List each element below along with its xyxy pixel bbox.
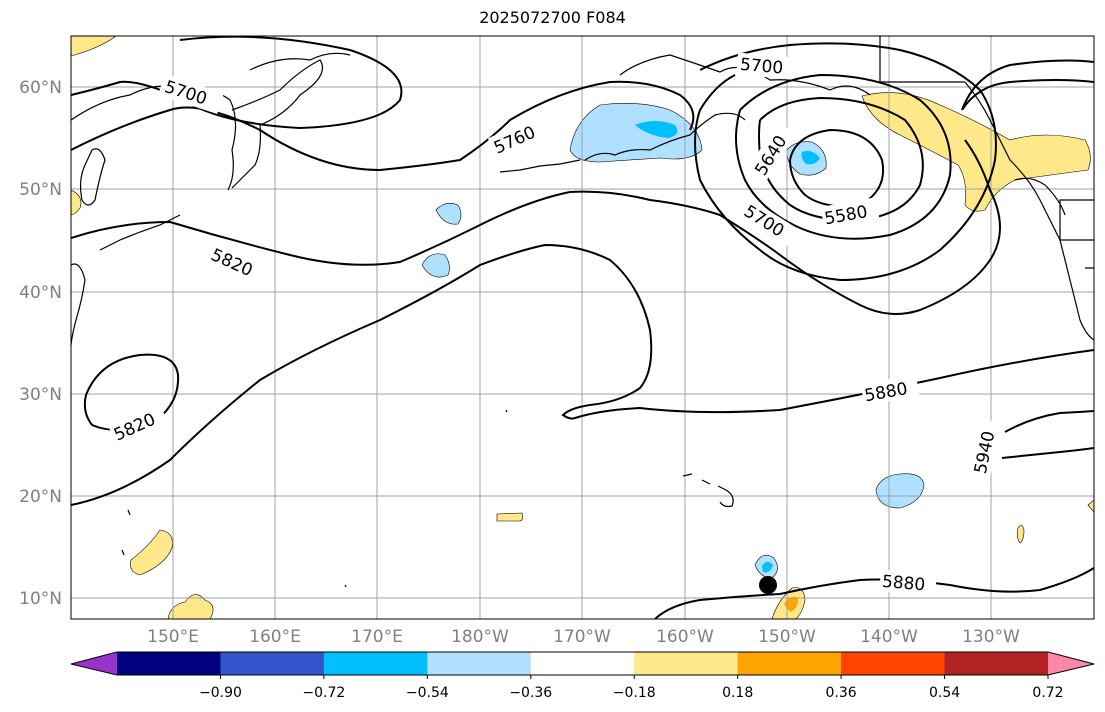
lon-label: 130°W xyxy=(962,627,1020,647)
coast-siberia xyxy=(71,52,351,191)
positive-region-left-islands xyxy=(130,529,173,576)
colorbar: −0.90 −0.72 −0.54 −0.36 −0.18 0.18 0.36 0.54 0.7… xyxy=(70,651,1095,701)
lat-label: 30°N xyxy=(19,385,62,405)
colorbar-tick-label: −0.90 xyxy=(199,685,242,701)
negative-anomaly-shading xyxy=(421,103,925,579)
contour-5760-gulf xyxy=(694,42,997,282)
coast-small-islands xyxy=(121,409,508,588)
lon-label: 160°W xyxy=(656,627,714,647)
lon-label: 150°E xyxy=(147,627,199,647)
colorbar-segment xyxy=(220,652,325,675)
storm-center-marker xyxy=(759,576,777,594)
positive-anomaly-shading xyxy=(71,36,1094,619)
height-contours xyxy=(71,36,1094,619)
contour-5700-ne-ring xyxy=(961,59,1094,111)
colorbar-ticks: −0.90 −0.72 −0.54 −0.36 −0.18 0.18 0.36 0.54 0.7… xyxy=(199,675,1064,701)
contour-5820-northern xyxy=(71,139,1001,315)
colorbar-segment xyxy=(737,652,842,675)
contour-label: 5700 xyxy=(739,55,784,79)
contour-5820-sw-closed xyxy=(83,353,180,431)
contour-label: 5700 xyxy=(162,77,209,109)
lon-label: 160°E xyxy=(249,627,301,647)
coast-aleutians xyxy=(499,159,581,173)
colorbar-extend-high xyxy=(1048,652,1094,675)
contour-label: 5880 xyxy=(881,572,926,596)
positive-region-orange-core xyxy=(784,596,799,612)
contour-5700-nw-ring xyxy=(71,36,403,130)
contour-5640-gulf xyxy=(758,96,924,222)
contour-5880-south xyxy=(654,567,1094,619)
colorbar-outline xyxy=(70,651,1095,676)
colorbar-tick-label: −0.36 xyxy=(509,685,552,701)
colorbar-segment xyxy=(530,652,635,675)
colorbar-tick-label: 0.72 xyxy=(1032,685,1063,701)
contour-5760-sw-branch xyxy=(71,80,695,172)
lat-label: 10°N xyxy=(19,589,62,609)
colorbar-segment xyxy=(427,652,532,675)
coast-hawaii xyxy=(682,473,734,508)
lat-label: 40°N xyxy=(19,283,62,303)
lon-label: 170°E xyxy=(351,627,403,647)
colorbar-segment xyxy=(117,652,221,675)
positive-region-bottom-left xyxy=(167,594,214,619)
contour-5880-loop xyxy=(71,243,1094,506)
positive-region-nw-corner xyxy=(71,36,117,57)
contour-label: 5940 xyxy=(971,429,1000,475)
colorbar-segments xyxy=(71,652,1094,675)
negative-core-bering xyxy=(635,121,678,138)
colorbar-segment xyxy=(944,652,1049,675)
coast-bc xyxy=(1014,177,1094,269)
colorbar-tick-label: −0.18 xyxy=(613,685,656,701)
colorbar-tick-label: −0.72 xyxy=(302,685,345,701)
positive-region-small-center xyxy=(496,512,523,522)
lat-label: 60°N xyxy=(19,78,62,98)
colorbar-segment xyxy=(841,652,946,675)
lon-label: 180°W xyxy=(451,627,509,647)
coast-kamchatka xyxy=(79,148,106,206)
contour-5940-east xyxy=(1001,410,1094,459)
map-area: 5700 5700 5760 5820 5640 5700 5580 5820 … xyxy=(71,36,1094,619)
colorbar-tick-label: 0.54 xyxy=(929,685,960,701)
coast-japan xyxy=(71,263,86,346)
colorbar-extend-low xyxy=(71,652,117,675)
negative-region-small-north xyxy=(435,203,462,225)
colorbar-tick-label: 0.36 xyxy=(826,685,857,701)
contour-label-group: 5700 5700 5760 5820 5640 5700 5580 5820 … xyxy=(107,52,1002,597)
positive-region-alaska-coast xyxy=(861,92,1091,212)
colorbar-segment xyxy=(323,652,428,675)
map-frame xyxy=(70,35,1095,620)
contour-5580-gulf xyxy=(789,128,884,208)
lon-label: 170°W xyxy=(553,627,611,647)
latitude-labels: 60°N 50°N 40°N 30°N 20°N 10°N xyxy=(19,78,62,609)
colorbar-tick-label: 0.18 xyxy=(722,685,753,701)
negative-region-east xyxy=(875,473,925,509)
positive-region-east-speck xyxy=(1017,525,1025,544)
colorbar-segment xyxy=(634,652,739,675)
positive-region-west-edge xyxy=(71,189,82,215)
lat-label: 50°N xyxy=(19,180,62,200)
negative-core-south xyxy=(762,561,773,573)
negative-region-bering xyxy=(569,103,703,163)
lat-label: 20°N xyxy=(19,487,62,507)
colorbar-tick-label: −0.54 xyxy=(406,685,449,701)
positive-region-east-edge xyxy=(1087,499,1094,513)
contour-5700-gulf xyxy=(735,73,952,240)
coast-kuril xyxy=(99,214,181,251)
longitude-labels: 150°E 160°E 170°E 180°W 170°W 160°W 150°… xyxy=(147,627,1020,647)
negative-region-small-mid xyxy=(421,253,450,278)
map-title: 2025072700 F084 xyxy=(479,8,626,27)
negative-core-gulf xyxy=(801,150,820,165)
lon-label: 150°W xyxy=(758,627,816,647)
lon-label: 140°W xyxy=(860,627,918,647)
